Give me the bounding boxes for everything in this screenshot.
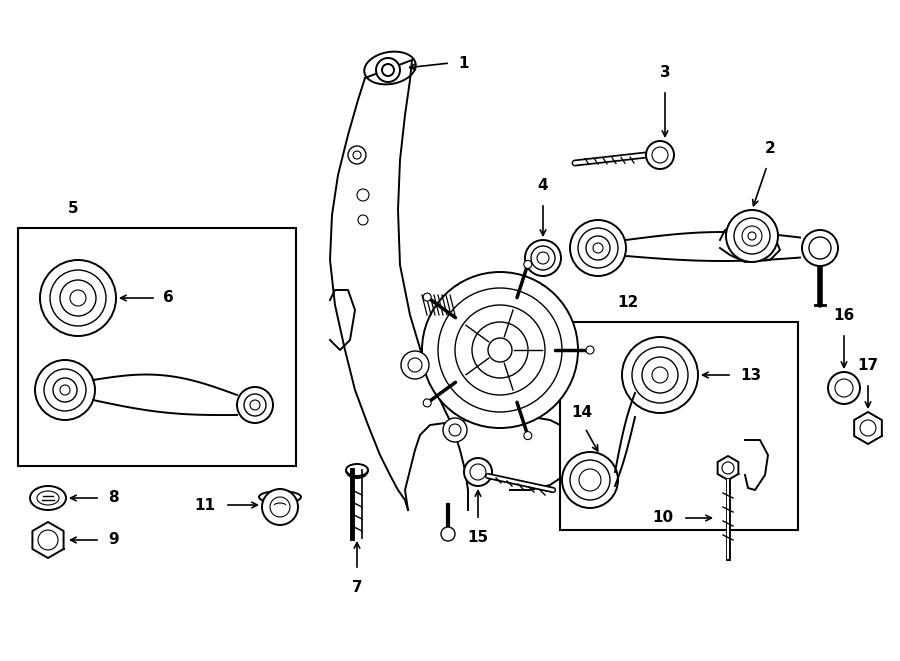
Text: 17: 17 — [858, 358, 878, 373]
Circle shape — [470, 464, 486, 480]
Bar — [560, 322, 798, 530]
Circle shape — [455, 305, 545, 395]
Circle shape — [632, 347, 688, 403]
Circle shape — [748, 232, 756, 240]
Ellipse shape — [37, 491, 59, 505]
Circle shape — [586, 236, 610, 260]
Bar — [18, 228, 296, 466]
Circle shape — [579, 469, 601, 491]
Text: 16: 16 — [833, 308, 855, 323]
Circle shape — [423, 293, 431, 301]
Circle shape — [70, 290, 86, 306]
Circle shape — [401, 351, 429, 379]
Circle shape — [622, 337, 698, 413]
Circle shape — [44, 369, 86, 411]
Circle shape — [376, 58, 400, 82]
Circle shape — [570, 220, 626, 276]
Circle shape — [570, 460, 610, 500]
Circle shape — [726, 210, 778, 262]
Circle shape — [348, 146, 366, 164]
Circle shape — [642, 357, 678, 393]
Circle shape — [586, 346, 594, 354]
Text: 8: 8 — [108, 490, 119, 506]
Circle shape — [488, 338, 512, 362]
Circle shape — [35, 360, 95, 420]
Text: 7: 7 — [352, 580, 363, 595]
Circle shape — [270, 497, 290, 517]
Ellipse shape — [259, 491, 301, 503]
Circle shape — [60, 280, 96, 316]
Text: 3: 3 — [660, 65, 670, 80]
Circle shape — [472, 322, 528, 378]
Circle shape — [734, 218, 770, 254]
Circle shape — [382, 64, 394, 76]
Circle shape — [358, 215, 368, 225]
Ellipse shape — [364, 52, 416, 85]
Circle shape — [53, 378, 77, 402]
Text: 9: 9 — [108, 533, 119, 547]
Circle shape — [593, 243, 603, 253]
Text: 6: 6 — [163, 290, 174, 305]
Circle shape — [50, 270, 106, 326]
Circle shape — [524, 432, 532, 440]
Circle shape — [438, 288, 562, 412]
Circle shape — [423, 399, 431, 407]
Circle shape — [250, 400, 260, 410]
Circle shape — [443, 418, 467, 442]
Circle shape — [652, 367, 668, 383]
Circle shape — [464, 458, 492, 486]
Circle shape — [441, 527, 455, 541]
Circle shape — [40, 260, 116, 336]
Circle shape — [809, 237, 831, 259]
Circle shape — [60, 385, 70, 395]
Circle shape — [237, 387, 273, 423]
Circle shape — [449, 424, 461, 436]
Circle shape — [244, 394, 266, 416]
Circle shape — [262, 489, 298, 525]
Circle shape — [652, 147, 668, 163]
Text: 15: 15 — [467, 530, 489, 545]
Circle shape — [562, 452, 618, 508]
Text: 2: 2 — [765, 141, 776, 156]
Circle shape — [835, 379, 853, 397]
Circle shape — [828, 372, 860, 404]
Ellipse shape — [346, 464, 368, 476]
Circle shape — [742, 226, 762, 246]
Circle shape — [646, 141, 674, 169]
Circle shape — [722, 462, 734, 474]
Text: 5: 5 — [68, 201, 78, 216]
Text: 11: 11 — [194, 498, 215, 512]
Circle shape — [537, 252, 549, 264]
Text: 4: 4 — [537, 178, 548, 193]
Circle shape — [353, 151, 361, 159]
Circle shape — [578, 228, 618, 268]
Circle shape — [531, 246, 555, 270]
Circle shape — [408, 358, 422, 372]
Circle shape — [357, 189, 369, 201]
Circle shape — [860, 420, 876, 436]
Circle shape — [524, 260, 532, 268]
Circle shape — [802, 230, 838, 266]
Text: 1: 1 — [458, 56, 469, 71]
Circle shape — [38, 530, 58, 550]
Ellipse shape — [30, 486, 66, 510]
Text: 10: 10 — [652, 510, 673, 525]
Text: 14: 14 — [572, 405, 592, 420]
Circle shape — [422, 272, 578, 428]
Circle shape — [525, 240, 561, 276]
Text: 13: 13 — [740, 368, 761, 383]
Text: 12: 12 — [617, 295, 639, 310]
